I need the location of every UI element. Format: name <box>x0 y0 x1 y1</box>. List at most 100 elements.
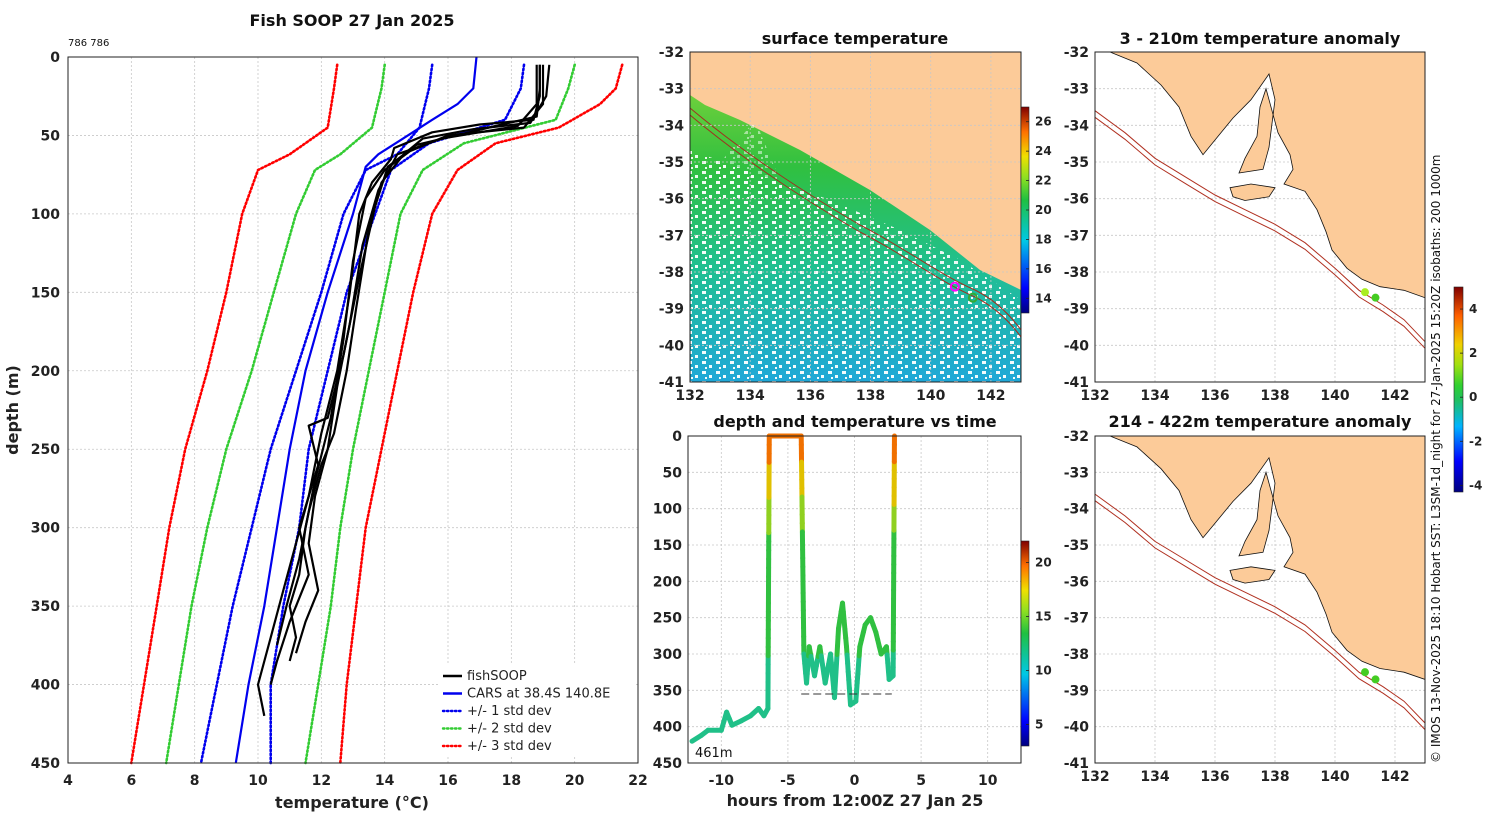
depth-time-xlabel: hours from 12:00Z 27 Jan 25 <box>727 791 984 810</box>
anomaly-deep-land <box>1095 435 1426 680</box>
profile-xlabel: temperature (°C) <box>275 793 429 812</box>
anomaly-shallow-ytick: -39 <box>1064 302 1089 318</box>
anomaly-shallow-title: 3 - 210m temperature anomaly <box>1120 29 1401 48</box>
anomaly-deep-ytick: -37 <box>1064 611 1089 627</box>
depth-time-xtick: -10 <box>709 773 735 789</box>
anomaly-shallow-xtick: 132 <box>1080 388 1109 404</box>
surface-map-ytick: -37 <box>659 228 684 244</box>
profile-series-line-3 <box>234 56 478 764</box>
depth-time-xtick: -5 <box>780 773 796 789</box>
profile-series-line-1 <box>164 63 386 765</box>
depth-time-xtick: 5 <box>916 773 926 789</box>
profile-grid <box>68 57 638 763</box>
profile-series-line-fishsoop <box>269 64 541 685</box>
anomaly-colorbar-tick-label: -2 <box>1469 434 1482 448</box>
anomaly-shallow-ticks: 132 134 136 138 140 142 -32 -33 -34 -35 -36 -37 -38 -… <box>1064 45 1410 404</box>
anomaly-colorbar-tick-label: 0 <box>1469 390 1477 404</box>
depth-time-ytick: 400 <box>653 720 682 736</box>
anomaly-colorbar-ticks: -4 -2 0 2 4 <box>1460 302 1482 492</box>
profile-xtick: 18 <box>502 773 521 789</box>
surface-map-xtick: 142 <box>976 388 1005 404</box>
profile-xtick: 12 <box>312 773 331 789</box>
anomaly-shallow-ytick: -40 <box>1064 338 1090 354</box>
anomaly-deep-frame <box>1094 435 1426 764</box>
anomaly-deep-marker <box>1371 675 1380 684</box>
anomaly-colorbar-tick-label: -4 <box>1469 478 1482 492</box>
depth-time-xtick: 10 <box>978 773 998 789</box>
anomaly-deep-isobath-1000 <box>1094 500 1426 730</box>
surface-isobath-200 <box>690 107 1021 331</box>
depth-time-title: depth and temperature vs time <box>713 412 996 431</box>
depth-time-ytick: 50 <box>663 465 683 481</box>
surface-colorbar-ticks: 14 16 18 20 22 24 26 <box>1026 115 1052 305</box>
profile-panel: Fish SOOP 27 Jan 2025 786 786 4 6 8 10 12 14 1… <box>3 11 648 812</box>
anomaly-colorbar-tick-label: 2 <box>1469 346 1477 360</box>
anomaly-deep-xtick: 134 <box>1140 769 1169 785</box>
surface-map-ytick: -35 <box>659 155 684 171</box>
anomaly-deep-xtick: 140 <box>1320 769 1349 785</box>
profile-series-line-4 <box>269 63 526 765</box>
surface-colorbar-tick-label: 18 <box>1035 232 1052 246</box>
anomaly-deep-ytick: -39 <box>1064 683 1089 699</box>
surface-map-xtick: 138 <box>856 388 885 404</box>
surface-map-ytick: -38 <box>659 265 684 281</box>
profile-ytick: 200 <box>31 364 60 380</box>
surface-map-ytick: -39 <box>659 302 684 318</box>
depth-time-colorbar <box>1020 540 1030 747</box>
anomaly-shallow-land <box>1095 51 1426 299</box>
surface-map-xtick: 134 <box>736 388 765 404</box>
depth-time-colorbar-tick-label: 20 <box>1035 556 1052 570</box>
profile-xtick: 14 <box>375 773 395 789</box>
anomaly-deep-ytick: -40 <box>1064 720 1090 736</box>
surface-colorbar-tick-label: 20 <box>1035 203 1052 217</box>
depth-time-ytick: 100 <box>653 502 682 518</box>
profile-legend-label: fishSOOP <box>467 669 527 684</box>
surface-colorbar-tick-label: 24 <box>1035 144 1052 158</box>
surface-colorbar-tick-label: 22 <box>1035 174 1052 188</box>
anomaly-deep-ytick: -41 <box>1064 756 1089 772</box>
anomaly-shallow-ytick: -34 <box>1064 118 1090 134</box>
profile-xtick: 4 <box>63 773 73 789</box>
credit-text: © IMOS 13-Nov-2025 18:10 Hobart SST: L3S… <box>1429 155 1443 763</box>
anomaly-shallow-ytick: -41 <box>1064 375 1089 391</box>
depth-time-track <box>689 433 897 744</box>
surface-map-ytick: -41 <box>659 375 684 391</box>
profile-axes-frame <box>67 56 639 764</box>
profile-ytick: 450 <box>31 756 60 772</box>
profile-series <box>130 56 624 765</box>
profile-legend: fishSOOP CARS at 38.4S 140.8E +/- 1 std de… <box>438 664 634 756</box>
anomaly-colorbar-tick-label: 4 <box>1469 302 1477 316</box>
depth-time-ytick: 200 <box>653 574 682 590</box>
anomaly-deep-ytick: -33 <box>1064 465 1089 481</box>
depth-time-colorbar-tick-label: 10 <box>1035 663 1052 677</box>
profile-xtick: 20 <box>565 773 585 789</box>
profile-legend-label: +/- 2 std dev <box>467 722 552 737</box>
surface-map-xtick: 132 <box>675 388 704 404</box>
depth-time-ytick: 300 <box>653 647 682 663</box>
surface-colorbar-tick-label: 26 <box>1035 115 1052 129</box>
surface-map-marker <box>967 292 978 303</box>
profile-xtick: 10 <box>248 773 268 789</box>
profile-id-label: 786 786 <box>68 38 109 49</box>
profile-series-line-fishsoop <box>256 64 541 717</box>
anomaly-shallow-map: 132 134 136 138 140 142 -32 -33 -34 -35 -36 -37 -38 -… <box>1064 45 1426 404</box>
anomaly-shallow-xtick: 140 <box>1320 388 1349 404</box>
profile-ytick: 400 <box>31 678 60 694</box>
anomaly-deep-xtick: 142 <box>1380 769 1409 785</box>
anomaly-deep-panel: 214 - 422m temperature anomaly 132 134 136… <box>1064 412 1426 785</box>
anomaly-shallow-ytick: -32 <box>1064 45 1089 61</box>
profile-xtick: 6 <box>126 773 136 789</box>
profile-ytick: 100 <box>31 207 60 223</box>
surface-map-title: surface temperature <box>762 29 949 48</box>
anomaly-shallow-ytick: -33 <box>1064 82 1089 98</box>
anomaly-shallow-xtick: 138 <box>1260 388 1289 404</box>
surface-map-ytick: -40 <box>659 338 685 354</box>
anomaly-deep-map: 132 134 136 138 140 142 -32 -33 -34 -35 -36 -37 -38 -… <box>1064 429 1426 785</box>
anomaly-colorbar <box>1453 286 1464 493</box>
surface-map-xtick: 136 <box>796 388 825 404</box>
profile-ticks: 4 6 8 10 12 14 16 18 20 22 0 50 100 150 200 250 300 350 40… <box>31 50 648 789</box>
surface-map-ytick: -34 <box>659 118 685 134</box>
depth-time-xtick: 0 <box>850 773 860 789</box>
